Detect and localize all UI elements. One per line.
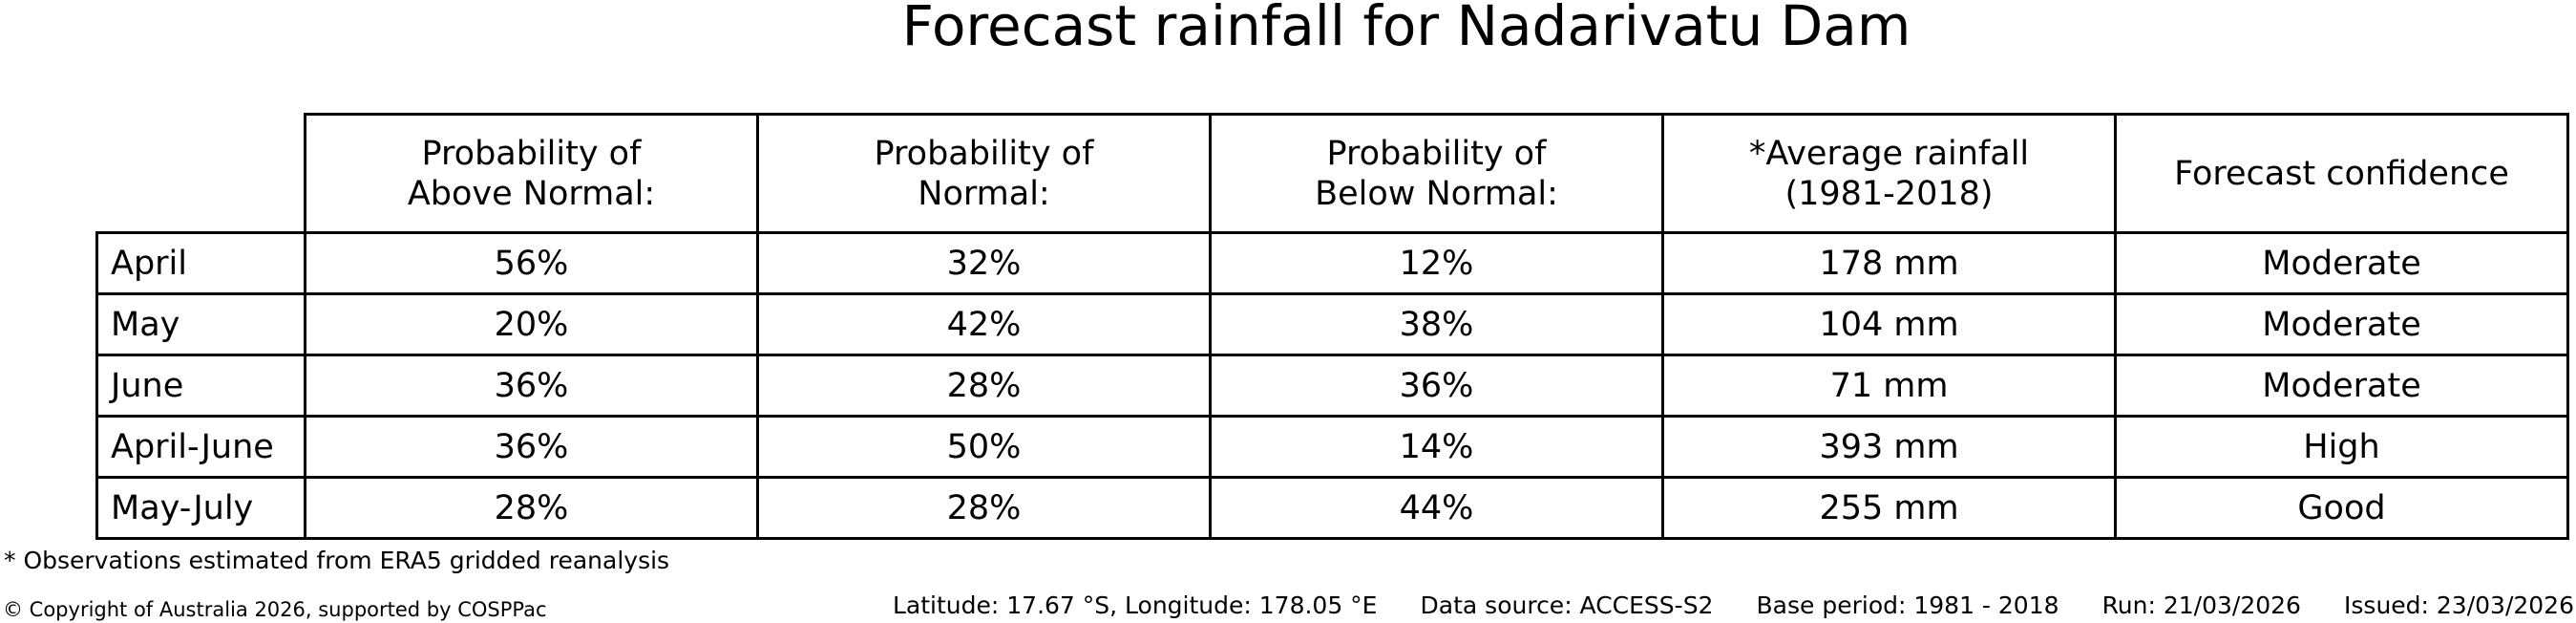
table-row-june: June 36% 28% 36% 71 mm Moderate [95,354,2569,418]
footer-base-period: Base period: 1981 - 2018 [1756,591,2059,619]
cell-above-normal: 28% [304,476,759,540]
column-header-average-rainfall: *Average rainfall (1981-2018) [1661,113,2117,234]
column-header-line: Probability of [1326,134,1547,173]
column-header-line: Probability of [421,134,642,173]
cell-normal: 28% [756,354,1212,418]
column-header-forecast-confidence: Forecast confidence [2114,113,2569,234]
cell-confidence: Good [2114,476,2569,540]
cell-average-rainfall: 255 mm [1661,476,2117,540]
copyright-notice: © Copyright of Australia 2026, supported… [3,598,547,621]
column-header-line: (1981-2018) [1784,174,1994,213]
column-header-line: *Average rainfall [1748,134,2030,173]
column-header-normal: Probability of Normal: [756,113,1212,234]
page-title: Forecast rainfall for Nadarivatu Dam [901,0,1911,58]
row-label: May [95,292,306,356]
forecast-table: Probability of Above Normal: Probability… [95,113,2569,540]
cell-average-rainfall: 104 mm [1661,292,2117,356]
footer-issued-date: Issued: 23/03/2026 [2344,591,2574,619]
cell-below-normal: 36% [1209,354,1664,418]
column-header-line: Above Normal: [407,174,656,213]
column-header-line: Below Normal: [1315,174,1558,213]
cell-above-normal: 20% [304,292,759,356]
cell-below-normal: 14% [1209,415,1664,479]
footer-run-date: Run: 21/03/2026 [2101,591,2301,619]
column-header-line: Probability of [874,134,1094,173]
cell-below-normal: 12% [1209,231,1664,295]
column-header-line: Forecast confidence [2174,154,2509,193]
table-row-april: April 56% 32% 12% 178 mm Moderate [95,231,2569,295]
cell-normal: 28% [756,476,1212,540]
column-header-line: Normal: [918,174,1050,213]
corner-cell [97,115,306,233]
cell-below-normal: 38% [1209,292,1664,356]
cell-confidence: Moderate [2114,231,2569,295]
cell-above-normal: 36% [304,415,759,479]
cell-average-rainfall: 393 mm [1661,415,2117,479]
cell-confidence: High [2114,415,2569,479]
cell-confidence: Moderate [2114,354,2569,418]
footer-location: Latitude: 17.67 °S, Longitude: 178.05 °E [893,591,1378,619]
cell-above-normal: 56% [304,231,759,295]
footnote: * Observations estimated from ERA5 gridd… [4,547,670,574]
cell-confidence: Moderate [2114,292,2569,356]
cell-average-rainfall: 71 mm [1661,354,2117,418]
cell-below-normal: 44% [1209,476,1664,540]
header-row: Probability of Above Normal: Probability… [97,113,2569,234]
column-header-below-normal: Probability of Below Normal: [1209,113,1664,234]
cell-above-normal: 36% [304,354,759,418]
row-label: May-July [95,476,306,540]
cell-normal: 50% [756,415,1212,479]
cell-average-rainfall: 178 mm [1661,231,2117,295]
footer-data-source: Data source: ACCESS-S2 [1420,591,1714,619]
table-row-may-july: May-July 28% 28% 44% 255 mm Good [95,476,2569,540]
table-row-april-june: April-June 36% 50% 14% 393 mm High [95,415,2569,479]
row-label: April-June [95,415,306,479]
table-row-may: May 20% 42% 38% 104 mm Moderate [95,292,2569,356]
cell-normal: 42% [756,292,1212,356]
footer-info-line: Latitude: 17.67 °S, Longitude: 178.05 °E… [893,591,2574,620]
row-label: April [95,231,306,295]
row-label: June [95,354,306,418]
column-header-above-normal: Probability of Above Normal: [304,113,759,234]
cell-normal: 32% [756,231,1212,295]
